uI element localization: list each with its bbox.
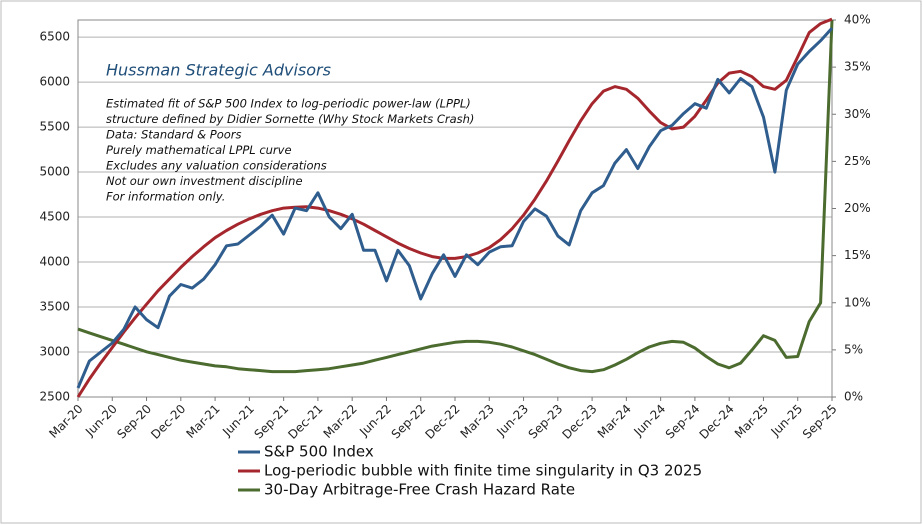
annotation: Data: Standard & Poors [106, 128, 242, 142]
y-tick-label: 4500 [39, 210, 70, 224]
y-tick-label: 4000 [39, 255, 70, 269]
y2-tick-label: 5% [844, 342, 863, 356]
y-tick-label: 3000 [39, 345, 70, 359]
legend-label: Log-periodic bubble with finite time sin… [264, 462, 702, 480]
annotation: For information only. [106, 190, 225, 204]
annotation: Purely mathematical LPPL curve [106, 143, 292, 157]
series-line [76, 17, 833, 398]
chart-title: Hussman Strategic Advisors [106, 61, 331, 80]
y-tick-label: 3500 [39, 300, 70, 314]
y2-tick-label: 10% [844, 295, 871, 309]
series-line [77, 19, 834, 374]
y2-tick-label: 0% [844, 390, 863, 404]
y2-tick-label: 25% [844, 154, 871, 168]
y2-tick-label: 40% [844, 13, 871, 27]
legend-label: 30-Day Arbitrage-Free Crash Hazard Rate [264, 481, 575, 499]
y2-tick-label: 20% [844, 201, 871, 215]
y2-tick-label: 35% [844, 60, 871, 74]
y2-tick-label: 15% [844, 248, 871, 262]
annotation: structure defined by Didier Sornette (Wh… [106, 112, 474, 126]
y-tick-label: 6000 [39, 75, 70, 89]
annotation: Estimated fit of S&P 500 Index to log-pe… [106, 97, 471, 111]
annotation: Excludes any valuation considerations [106, 159, 327, 173]
y2-tick-label: 30% [844, 107, 871, 121]
y-tick-label: 5000 [39, 165, 70, 179]
series-line [76, 27, 834, 389]
legend-label: S&P 500 Index [264, 443, 374, 461]
y-tick-label: 6500 [39, 30, 70, 44]
y-tick-label: 5500 [39, 120, 70, 134]
annotation: Not our own investment discipline [106, 174, 303, 188]
y-tick-label: 2500 [39, 390, 70, 404]
